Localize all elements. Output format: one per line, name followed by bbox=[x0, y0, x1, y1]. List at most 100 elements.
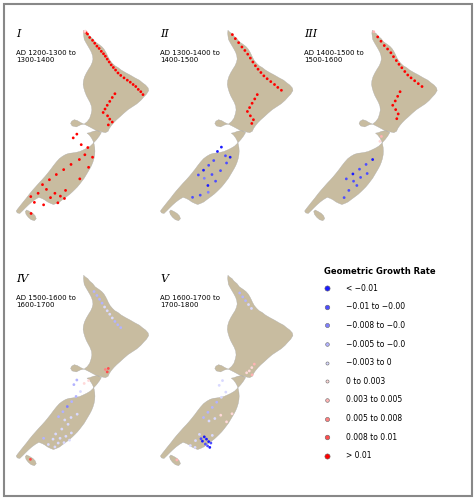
Point bbox=[84, 30, 91, 38]
Point bbox=[393, 56, 400, 64]
Text: −0.008 to −0.0: −0.008 to −0.0 bbox=[347, 321, 406, 330]
Point bbox=[57, 192, 64, 200]
Point bbox=[109, 118, 116, 126]
Point bbox=[324, 303, 331, 311]
Point bbox=[222, 152, 229, 160]
Polygon shape bbox=[359, 30, 437, 132]
Point bbox=[70, 380, 78, 388]
Point bbox=[51, 443, 59, 451]
Point bbox=[201, 440, 209, 448]
Point bbox=[27, 192, 35, 200]
Text: 0.005 to 0.008: 0.005 to 0.008 bbox=[347, 414, 403, 423]
Point bbox=[239, 293, 247, 301]
Point bbox=[73, 376, 80, 384]
Polygon shape bbox=[16, 376, 101, 458]
Point bbox=[30, 198, 38, 206]
Point bbox=[278, 86, 285, 94]
Point bbox=[324, 322, 331, 330]
Point bbox=[210, 156, 218, 164]
Point bbox=[231, 34, 239, 42]
Point bbox=[86, 34, 93, 42]
Point bbox=[377, 132, 385, 140]
Point bbox=[393, 114, 401, 122]
Point bbox=[211, 414, 218, 422]
Point bbox=[66, 436, 73, 444]
Point bbox=[76, 175, 84, 183]
Point bbox=[260, 72, 268, 80]
Point bbox=[349, 170, 357, 178]
Point bbox=[89, 153, 96, 161]
Point bbox=[247, 54, 254, 62]
Point bbox=[248, 364, 256, 372]
Point bbox=[245, 300, 252, 308]
Point bbox=[95, 44, 103, 52]
Point bbox=[40, 201, 48, 209]
Point bbox=[54, 439, 62, 447]
Text: −0.01 to −0.00: −0.01 to −0.00 bbox=[347, 302, 406, 312]
Point bbox=[81, 27, 89, 35]
Point bbox=[76, 156, 83, 164]
Point bbox=[40, 434, 48, 442]
Point bbox=[96, 295, 103, 303]
Point bbox=[249, 58, 257, 66]
Point bbox=[108, 61, 115, 69]
Point bbox=[103, 368, 111, 376]
Point bbox=[101, 303, 109, 311]
Point bbox=[114, 320, 121, 328]
Point bbox=[84, 144, 91, 152]
Point bbox=[392, 106, 399, 114]
Point bbox=[370, 28, 377, 36]
Point bbox=[191, 444, 199, 452]
Text: I: I bbox=[16, 28, 20, 38]
Point bbox=[106, 115, 114, 123]
Point bbox=[223, 159, 230, 167]
Point bbox=[374, 33, 381, 41]
Point bbox=[120, 74, 128, 82]
Text: V: V bbox=[160, 274, 168, 283]
Point bbox=[248, 100, 256, 108]
Point bbox=[134, 86, 142, 94]
Point bbox=[67, 160, 75, 168]
Point bbox=[52, 430, 60, 438]
Point bbox=[407, 74, 415, 82]
Point bbox=[250, 360, 258, 368]
Point bbox=[203, 435, 210, 443]
Polygon shape bbox=[169, 210, 180, 220]
Point bbox=[98, 48, 105, 56]
Point bbox=[263, 74, 271, 82]
Point bbox=[395, 60, 403, 68]
Point bbox=[376, 138, 384, 145]
Point bbox=[208, 432, 216, 440]
Point bbox=[72, 392, 80, 400]
Point bbox=[228, 410, 236, 418]
Point bbox=[56, 434, 64, 442]
Point bbox=[362, 160, 370, 168]
Point bbox=[353, 182, 361, 190]
Polygon shape bbox=[16, 130, 101, 214]
Text: IV: IV bbox=[16, 274, 29, 283]
Point bbox=[238, 43, 246, 51]
Text: > 0.01: > 0.01 bbox=[347, 451, 372, 460]
Point bbox=[27, 456, 34, 464]
Point bbox=[89, 36, 96, 44]
Point bbox=[218, 394, 225, 402]
Point bbox=[204, 182, 212, 190]
Point bbox=[103, 55, 111, 63]
Point bbox=[98, 299, 106, 307]
Point bbox=[117, 324, 125, 332]
Point bbox=[404, 71, 412, 79]
Point bbox=[246, 367, 253, 375]
Point bbox=[205, 438, 212, 446]
Point bbox=[78, 140, 85, 148]
Point bbox=[59, 408, 67, 416]
Point bbox=[324, 284, 331, 292]
Point bbox=[324, 433, 331, 441]
Point bbox=[395, 110, 402, 118]
Point bbox=[254, 65, 262, 73]
Point bbox=[82, 28, 90, 36]
Text: AD 1500-1600 to
1600-1700: AD 1500-1600 to 1600-1700 bbox=[16, 295, 76, 308]
Point bbox=[218, 376, 226, 384]
Point bbox=[271, 80, 278, 88]
Point bbox=[208, 170, 216, 178]
Text: III: III bbox=[305, 28, 317, 38]
